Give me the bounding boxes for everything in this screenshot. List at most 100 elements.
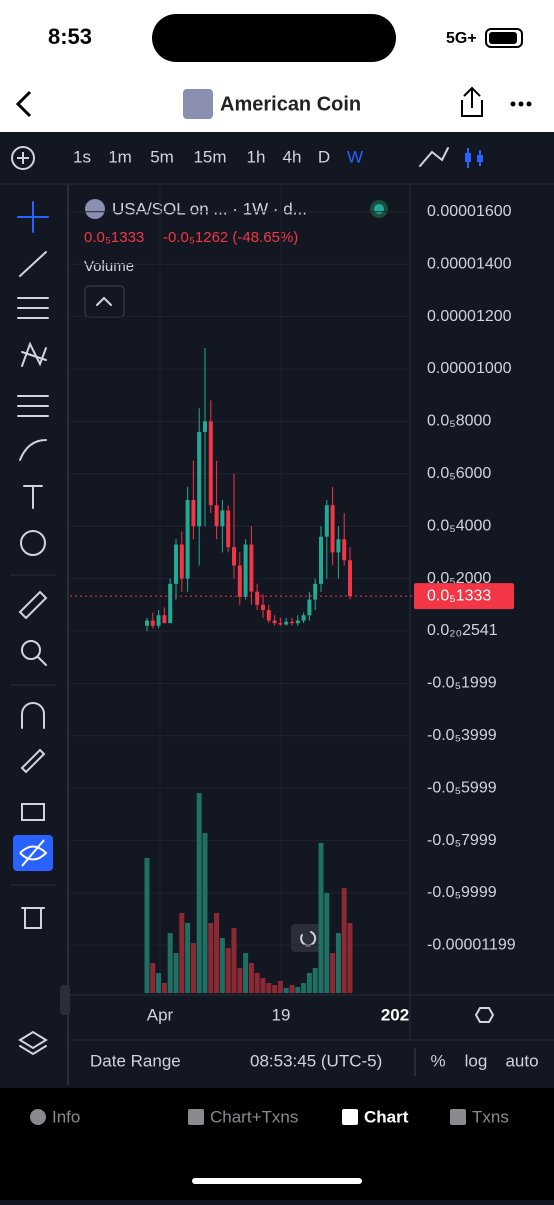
scale-option[interactable]: log (465, 1051, 488, 1070)
candle-body (348, 560, 352, 597)
candle-body (330, 505, 335, 553)
candle-body (313, 583, 318, 600)
candle-body (336, 539, 341, 553)
battery-level (489, 32, 517, 44)
tools[interactable] (13, 201, 53, 1056)
legend-change: -0.0₅1262 (-48.65%) (163, 229, 298, 246)
scale-option[interactable]: % (430, 1051, 445, 1070)
candle-body (324, 505, 329, 537)
candle-body (145, 620, 149, 626)
candle-body (174, 544, 178, 584)
interval[interactable]: W (347, 147, 363, 166)
time-label: 202 (381, 1005, 409, 1024)
settings-button[interactable] (474, 1007, 495, 1023)
status-dot-inner (374, 204, 384, 214)
tab[interactable]: Txns (472, 1107, 509, 1126)
clock: 8:53 (48, 24, 92, 49)
header-title: American Coin (220, 93, 361, 115)
candle-body (272, 620, 277, 624)
volume-bar (208, 923, 214, 993)
interval[interactable]: 5m (150, 147, 174, 166)
volume-bar (190, 943, 196, 993)
last-price-label: 0.0₅1333 (427, 587, 491, 604)
add-icon (17, 152, 29, 164)
candle-body (185, 500, 190, 579)
candle-body (226, 510, 231, 548)
line-type[interactable] (419, 147, 449, 167)
interval[interactable]: 4h (283, 147, 302, 166)
candle-type-body (477, 155, 483, 162)
candle-body (237, 565, 242, 597)
tab[interactable]: Chart+Txns (210, 1107, 298, 1126)
interval[interactable]: 1m (108, 147, 132, 166)
clock-tz: 08:53:45 (UTC-5) (250, 1051, 382, 1070)
price-tick-label: 0.00001200 (427, 308, 512, 325)
volume-bar (237, 968, 243, 993)
volume-bar (260, 978, 266, 993)
interval[interactable]: D (318, 147, 330, 166)
volume-bar (156, 973, 162, 993)
volume-bar (231, 928, 237, 993)
volume-bar (312, 968, 318, 993)
candle-body (290, 621, 294, 624)
candle-body (214, 505, 219, 527)
volume-bar (243, 953, 249, 993)
candle-body (220, 510, 225, 527)
candle-body (266, 610, 271, 621)
volume-bar (167, 933, 173, 993)
share-button[interactable] (461, 86, 483, 117)
volume-bar (173, 953, 179, 993)
volume-bar (324, 893, 330, 993)
price-tick-label: -0.00001199 (427, 936, 516, 953)
side-toggle[interactable] (60, 985, 70, 1015)
volume-bar (330, 953, 336, 993)
collapse-icon (96, 296, 112, 306)
volume-bar (283, 988, 289, 993)
volume-bar (306, 973, 312, 993)
interval[interactable]: 1h (247, 147, 266, 166)
tab[interactable]: Info (52, 1107, 80, 1126)
date-range[interactable]: Date Range (90, 1051, 181, 1070)
symbol-icon (85, 199, 105, 219)
candle-body (168, 583, 173, 624)
volume-bar (318, 843, 324, 993)
toolbar (0, 132, 554, 184)
candle-body (243, 544, 248, 597)
volume-bar (254, 973, 260, 993)
volume-label: Volume (84, 258, 134, 275)
price-tick-label: -0.0₅3999 (427, 727, 497, 744)
tab[interactable]: Chart (364, 1107, 409, 1126)
candle-body (295, 620, 300, 624)
candle-body (191, 500, 196, 527)
candle-body (301, 615, 306, 621)
add-button[interactable] (11, 146, 35, 170)
candle-body (232, 547, 236, 566)
interval[interactable]: 15m (193, 147, 226, 166)
back-button[interactable] (15, 90, 32, 118)
candle-body (156, 615, 161, 626)
volume-bar (266, 983, 272, 993)
collapse-button[interactable] (84, 285, 125, 318)
volume-bar (185, 923, 191, 993)
price-tick-label: -0.0₅1999 (427, 675, 497, 692)
volume-bar (277, 981, 283, 993)
more-button[interactable] (510, 101, 532, 107)
candle-body (150, 620, 155, 626)
last-price-box (414, 583, 514, 610)
tool-column (0, 185, 62, 1085)
tab-icon (30, 1109, 46, 1125)
coin-icon (183, 89, 213, 119)
candle-body (179, 544, 184, 579)
candle-body (261, 604, 265, 611)
tab-icon (450, 1109, 466, 1125)
scale-option[interactable]: auto (505, 1051, 538, 1070)
reset-button[interactable] (291, 924, 321, 952)
interval[interactable]: 1s (73, 147, 91, 166)
volume-bar (161, 983, 167, 993)
candle-body (249, 544, 254, 592)
volume-bar (248, 963, 254, 993)
price-tick-label: 0.0₂₀2541 (427, 622, 498, 639)
price-tick-label: 0.0₅6000 (427, 465, 491, 482)
